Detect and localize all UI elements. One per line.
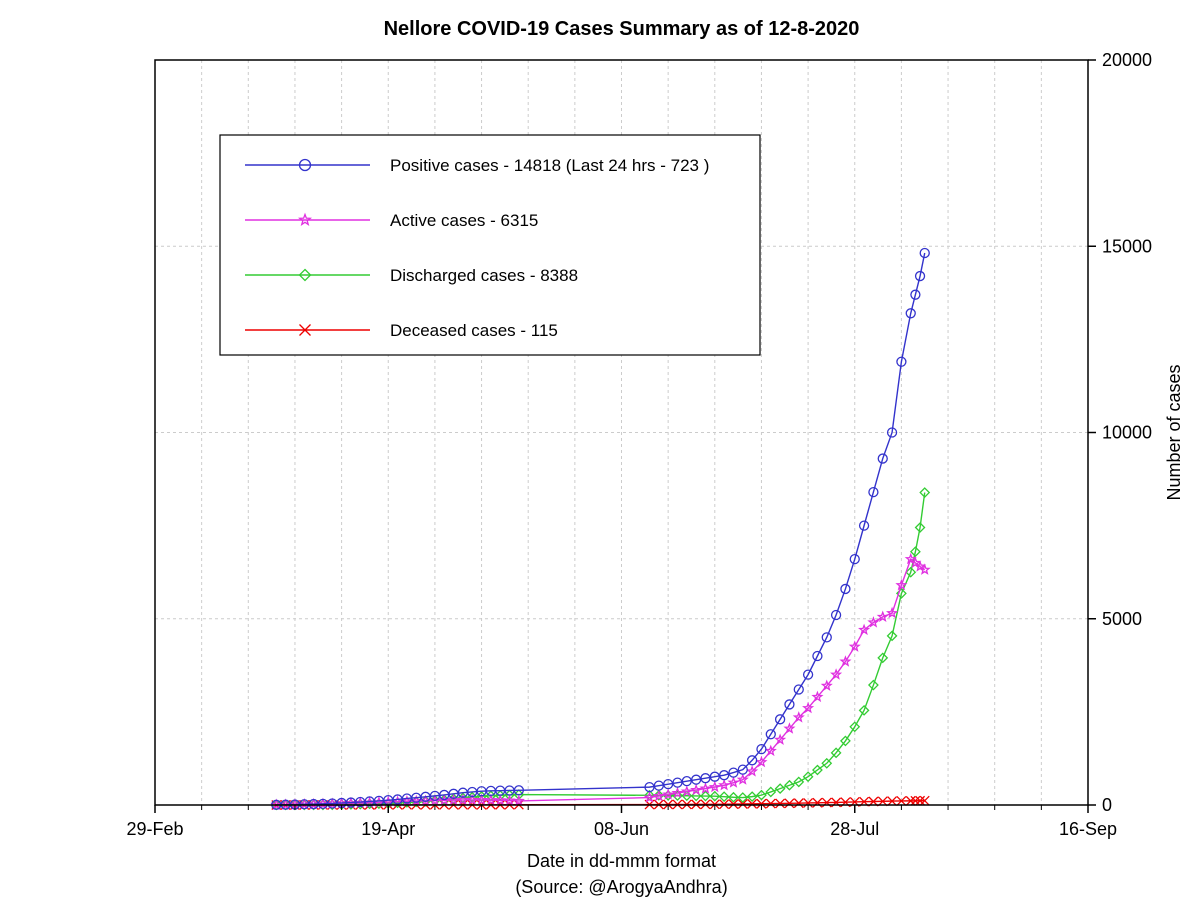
series-active: [272, 555, 929, 809]
y-tick-label: 0: [1102, 795, 1112, 815]
x-tick-label: 29-Feb: [126, 819, 183, 839]
legend: Positive cases - 14818 (Last 24 hrs - 72…: [220, 135, 760, 355]
y-tick-label: 20000: [1102, 50, 1152, 70]
x-axis-sublabel: (Source: @ArogyaAndhra): [515, 877, 727, 897]
y-axis-label: Number of cases: [1164, 364, 1184, 500]
x-tick-label: 28-Jul: [830, 819, 879, 839]
y-tick-label: 10000: [1102, 423, 1152, 443]
x-tick-label: 16-Sep: [1059, 819, 1117, 839]
legend-item-active: Active cases - 6315: [390, 211, 538, 230]
chart-container: Nellore COVID-19 Cases Summary as of 12-…: [0, 0, 1200, 900]
y-tick-label: 5000: [1102, 609, 1142, 629]
series-discharged: [272, 488, 929, 809]
x-tick-label: 19-Apr: [361, 819, 415, 839]
x-axis-label: Date in dd-mmm format: [527, 851, 716, 871]
legend-item-positive: Positive cases - 14818 (Last 24 hrs - 72…: [390, 156, 709, 175]
legend-item-deceased: Deceased cases - 115: [390, 321, 558, 340]
chart-title: Nellore COVID-19 Cases Summary as of 12-…: [384, 18, 860, 40]
legend-item-discharged: Discharged cases - 8388: [390, 266, 578, 285]
y-axis: [1088, 60, 1096, 805]
x-axis: 29-Feb 19-Apr 08-Jun 28-Jul 16-Sep: [126, 805, 1117, 839]
x-tick-label: 08-Jun: [594, 819, 649, 839]
y-tick-label: 15000: [1102, 236, 1152, 256]
chart-svg: Nellore COVID-19 Cases Summary as of 12-…: [0, 0, 1200, 900]
